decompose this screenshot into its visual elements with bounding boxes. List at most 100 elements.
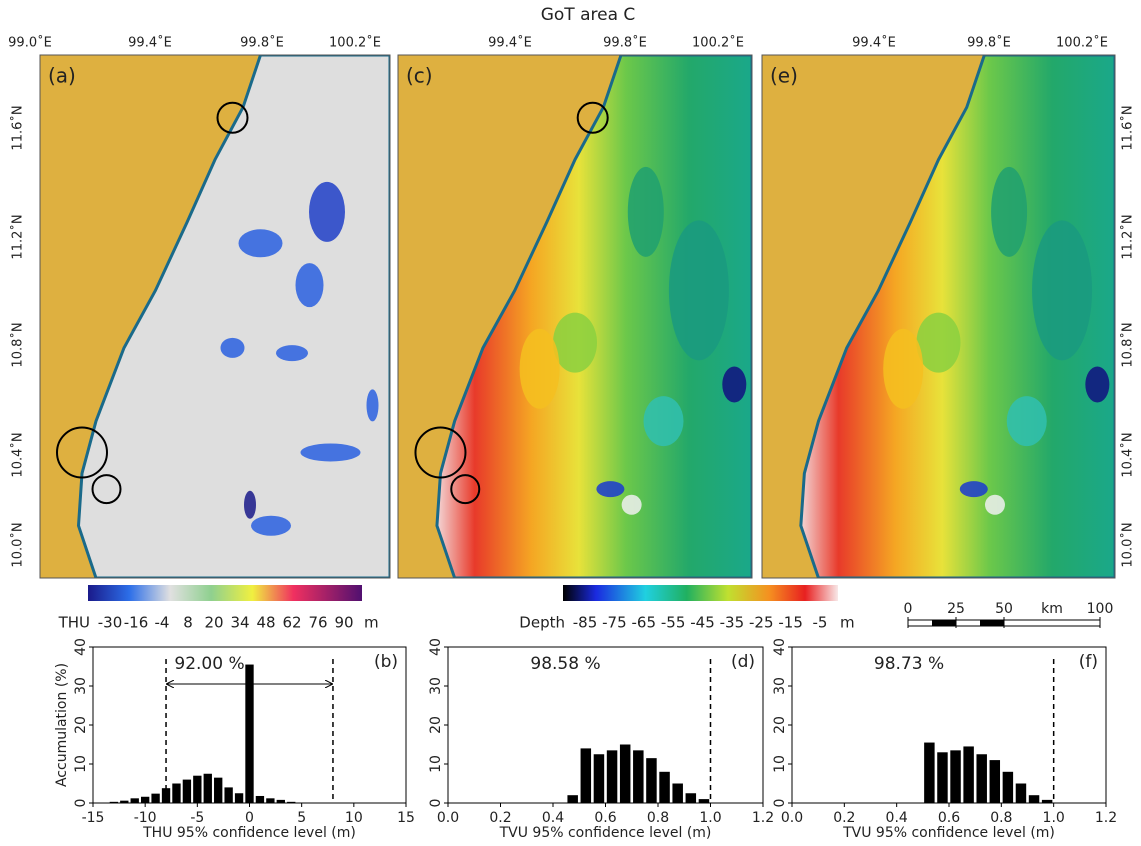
- bar: [633, 750, 644, 803]
- panel-label: (f): [1079, 652, 1098, 672]
- lat-label: 11.2˚N: [10, 214, 26, 259]
- colorbar-unit: m: [364, 614, 379, 632]
- panel-label: (c): [406, 64, 433, 88]
- map-feature: [1032, 220, 1092, 360]
- lat-label: 10.8˚N: [10, 322, 26, 367]
- map-panel: (a): [40, 55, 390, 578]
- bar: [131, 798, 139, 803]
- lat-label: 11.6˚N: [10, 105, 26, 150]
- map-feature: [276, 345, 308, 361]
- x-tick-label: 5: [297, 810, 306, 826]
- bar: [686, 793, 697, 803]
- scale-seg: [932, 620, 956, 626]
- bar: [151, 794, 159, 803]
- map-feature: [301, 443, 361, 461]
- colorbar-tick: -35: [720, 614, 745, 632]
- scale-tick: 50: [995, 601, 1013, 617]
- lat-label: 10.8˚N: [1120, 322, 1136, 367]
- colorbar-label: THU: [58, 614, 90, 632]
- bar: [214, 778, 222, 803]
- x-tick-label: -5: [190, 810, 204, 826]
- colorbar-label: Depth: [519, 614, 565, 632]
- lon-label: 99.8˚E: [603, 35, 647, 51]
- map-feature: [991, 167, 1027, 257]
- lon-label: 100.2˚E: [1056, 35, 1108, 51]
- map-feature: [985, 495, 1005, 515]
- scale-tick: 25: [947, 601, 965, 617]
- y-axis-label: Accumulation (%): [54, 663, 70, 787]
- lon-label: 100.2˚E: [329, 35, 381, 51]
- bar: [256, 796, 264, 803]
- map-feature: [251, 516, 291, 536]
- y-tick-label: 0: [73, 799, 89, 808]
- lon-label: 99.4˚E: [488, 35, 532, 51]
- colorbar-tick: 90: [334, 614, 353, 632]
- bar: [620, 745, 631, 804]
- annotation: 92.00 %: [174, 654, 244, 674]
- bar: [287, 802, 295, 803]
- bar: [950, 750, 960, 803]
- map-feature: [553, 313, 597, 373]
- x-tick-label: -10: [134, 810, 157, 826]
- map-feature: [309, 182, 345, 242]
- panel-label: (d): [731, 652, 755, 672]
- x-tick-label: 0.8: [990, 810, 1012, 826]
- colorbar: [563, 585, 838, 601]
- bar: [266, 798, 274, 803]
- colorbar-tick: 34: [230, 614, 249, 632]
- colorbar-tick: -45: [690, 614, 715, 632]
- colorbar-tick: -25: [749, 614, 774, 632]
- colorbar-tick: 48: [256, 614, 275, 632]
- colorbar-tick: -30: [98, 614, 123, 632]
- map-feature: [960, 481, 988, 497]
- lon-label: 99.8˚E: [967, 35, 1011, 51]
- bar: [193, 776, 201, 803]
- scale-unit: km: [1041, 601, 1063, 617]
- panel-label: (b): [374, 652, 398, 672]
- bar: [277, 800, 285, 803]
- y-tick-label: 20: [73, 716, 89, 734]
- y-tick-label: 30: [772, 677, 788, 695]
- y-tick-label: 40: [73, 638, 89, 656]
- bar: [1016, 784, 1026, 804]
- scale-tick: 100: [1087, 601, 1114, 617]
- x-tick-label: 1.0: [1043, 810, 1065, 826]
- x-tick-label: 10: [345, 810, 363, 826]
- map-body: [762, 55, 1115, 578]
- y-tick-label: 10: [73, 755, 89, 773]
- x-tick-label: 0.6: [938, 810, 960, 826]
- bar: [581, 748, 592, 803]
- y-tick-label: 0: [428, 799, 444, 808]
- map-feature: [367, 389, 379, 421]
- map-feature: [883, 329, 923, 409]
- bar: [110, 802, 118, 803]
- bar: [172, 784, 180, 804]
- y-tick-label: 40: [428, 638, 444, 656]
- scale-tick: 0: [904, 601, 913, 617]
- colorbar-tick: 20: [204, 614, 223, 632]
- bar: [235, 793, 243, 803]
- y-tick-label: 30: [428, 677, 444, 695]
- colorbar-tick: -15: [778, 614, 803, 632]
- map-feature: [722, 366, 746, 402]
- lon-label: 99.0˚E: [8, 35, 52, 51]
- bar: [924, 743, 934, 803]
- lat-label: 10.0˚N: [1120, 522, 1136, 567]
- map-feature: [1085, 366, 1109, 402]
- lon-label: 99.4˚E: [128, 35, 172, 51]
- map-panel: (c): [398, 55, 752, 578]
- colorbar-tick: -85: [573, 614, 598, 632]
- map-feature: [669, 220, 729, 360]
- x-tick-label: 0.0: [437, 810, 459, 826]
- lat-label: 10.4˚N: [10, 432, 26, 477]
- lon-label: 99.8˚E: [240, 35, 284, 51]
- y-tick-label: 10: [772, 755, 788, 773]
- x-tick-label: 15: [397, 810, 415, 826]
- bar: [607, 750, 618, 803]
- map-feature: [221, 338, 245, 358]
- map-feature: [628, 167, 664, 257]
- x-tick-label: 0: [245, 810, 254, 826]
- y-tick-label: 40: [772, 638, 788, 656]
- x-tick-label: 0.2: [489, 810, 511, 826]
- bar: [204, 774, 212, 803]
